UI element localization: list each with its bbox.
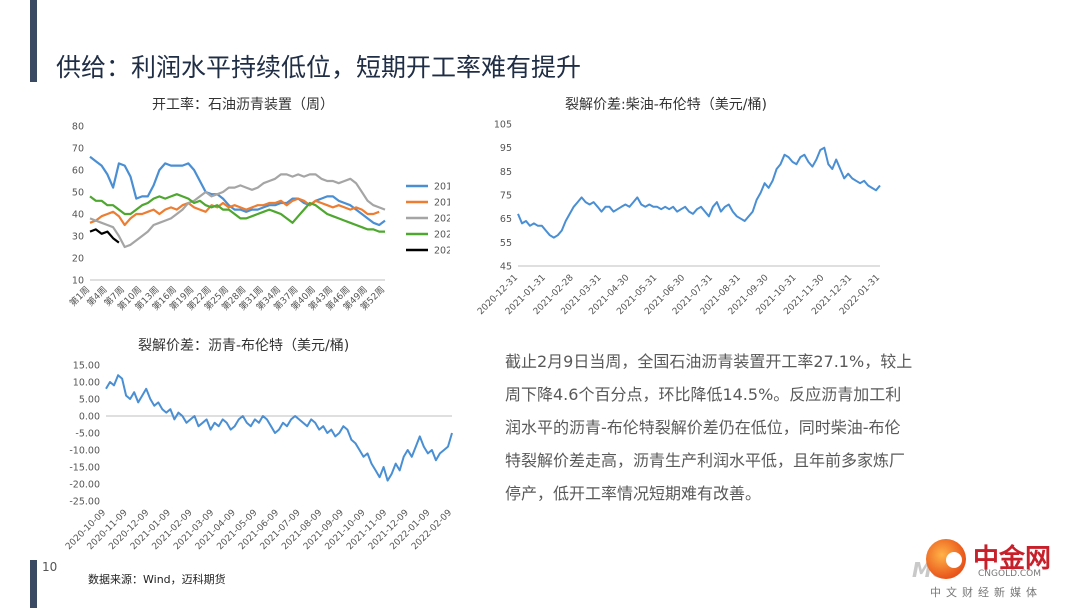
series-line-2019 <box>89 197 380 227</box>
y-tick-label: 105 <box>494 120 512 131</box>
y-tick-label: 80 <box>72 122 84 133</box>
y-tick-label: -10.00 <box>69 446 100 457</box>
chart-operating-rate: 1020304050607080第1周第4周第7周第10周第13周第16周第19… <box>67 122 450 313</box>
y-tick-label: 85 <box>500 167 512 178</box>
y-tick-label: 40 <box>72 210 84 221</box>
page-number: 10 <box>42 560 58 574</box>
y-tick-label: 10.00 <box>73 378 100 389</box>
accent-bar-bottom <box>30 560 37 608</box>
legend-label-2019: 2019 <box>434 198 450 209</box>
legend-label-2021: 2021 <box>434 230 450 241</box>
chart2-title: 裂解价差:柴油-布伦特（美元/桶) <box>565 97 767 113</box>
analysis-text: 截止2月9日当周，全国石油沥青装置开工率27.1%，较上周下降4.6个百分点，环… <box>505 352 913 503</box>
chart-asphalt-brent-spread: -25.00 -20.00 -15.00 -10.00 -5.00 0.00 5.00 10.… <box>64 361 454 553</box>
y-tick-label: 75 <box>500 191 512 202</box>
legend-label-2020: 2020 <box>434 214 450 225</box>
series-line-2020 <box>89 173 386 249</box>
logo-tagline: 中文财经新媒体 <box>930 586 1042 599</box>
y-tick-label: 0.00 <box>79 412 100 423</box>
y-tick-label: 60 <box>72 166 84 177</box>
chart-diesel-brent-spread: 4555657585951052020-12-312021-01-312021-… <box>476 120 882 318</box>
y-tick-label: -5.00 <box>75 429 100 440</box>
y-tick-label: -20.00 <box>69 480 100 491</box>
y-tick-label: 70 <box>72 144 84 155</box>
logo-name: 中金网 <box>973 544 1052 574</box>
logo: Mo 中金网 CNGOLD.COM 中文财经新媒体 <box>912 536 1078 606</box>
series-line-2022 <box>89 228 120 244</box>
accent-bar-top <box>30 0 37 82</box>
y-tick-label: 45 <box>500 262 512 273</box>
y-tick-label: 15.00 <box>73 361 100 372</box>
y-tick-label: 95 <box>500 143 512 154</box>
y-tick-label: 30 <box>72 232 84 243</box>
series-line-0 <box>517 146 881 239</box>
y-tick-label: -25.00 <box>69 497 100 508</box>
series-line-2018 <box>89 155 386 227</box>
y-tick-label: 20 <box>72 254 84 265</box>
legend-label-2018: 2018 <box>434 182 450 193</box>
series-line-2021 <box>89 193 385 233</box>
legend-label-2022: 2022 <box>434 246 450 257</box>
chart3-title: 裂解价差：沥青-布伦特（美元/桶) <box>138 338 350 354</box>
y-tick-label: 5.00 <box>79 395 100 406</box>
y-tick-label: 65 <box>500 214 512 225</box>
y-tick-label: 10 <box>72 276 84 287</box>
y-tick-label: 50 <box>72 188 84 199</box>
logo-domain: CNGOLD.COM <box>978 569 1042 579</box>
y-tick-label: 55 <box>500 238 512 249</box>
logo-emblem-icon <box>926 539 966 579</box>
source-note: 数据来源：Wind，迈科期货 <box>88 573 226 586</box>
series-line-0 <box>105 374 453 482</box>
page-title: 供给：利润水平持续低位，短期开工率难有提升 <box>56 53 582 82</box>
chart1-title: 开工率：石油沥青装置（周） <box>152 97 334 113</box>
y-tick-label: -15.00 <box>69 463 100 474</box>
